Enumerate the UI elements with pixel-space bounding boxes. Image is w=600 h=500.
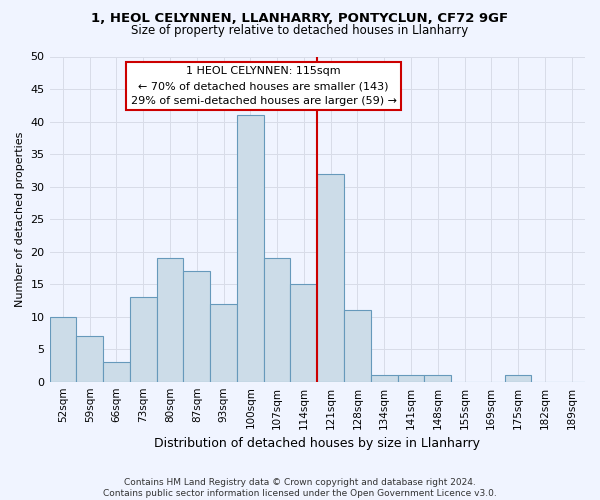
Bar (130, 297, 157, 382)
Bar (210, 304, 237, 382)
Bar (290, 284, 317, 382)
Bar (103, 362, 130, 382)
Bar (157, 258, 184, 382)
Bar (371, 375, 398, 382)
Text: Size of property relative to detached houses in Llanharry: Size of property relative to detached ho… (131, 24, 469, 37)
Text: 1 HEOL CELYNNEN: 115sqm
← 70% of detached houses are smaller (143)
29% of semi-d: 1 HEOL CELYNNEN: 115sqm ← 70% of detache… (131, 66, 397, 106)
Bar (264, 258, 290, 382)
Bar (237, 115, 264, 382)
Bar (398, 375, 424, 382)
Bar (344, 310, 371, 382)
Text: 1, HEOL CELYNNEN, LLANHARRY, PONTYCLUN, CF72 9GF: 1, HEOL CELYNNEN, LLANHARRY, PONTYCLUN, … (91, 12, 509, 26)
Bar (50, 316, 76, 382)
X-axis label: Distribution of detached houses by size in Llanharry: Distribution of detached houses by size … (154, 437, 480, 450)
Bar (317, 174, 344, 382)
Bar (424, 375, 451, 382)
Bar (184, 271, 210, 382)
Y-axis label: Number of detached properties: Number of detached properties (15, 132, 25, 307)
Bar (76, 336, 103, 382)
Bar (505, 375, 532, 382)
Text: Contains HM Land Registry data © Crown copyright and database right 2024.
Contai: Contains HM Land Registry data © Crown c… (103, 478, 497, 498)
